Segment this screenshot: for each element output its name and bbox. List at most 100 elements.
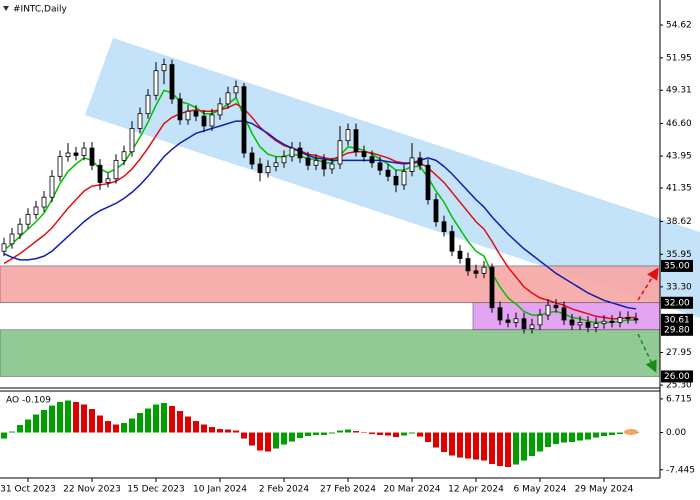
candle-body — [297, 147, 303, 159]
candle-body — [609, 320, 615, 323]
candle-body — [49, 175, 55, 198]
candle-body — [481, 266, 487, 274]
ao-bar — [289, 432, 295, 442]
x-tick-label: 10 Jan 2024 — [193, 485, 247, 495]
candle-body — [369, 156, 375, 164]
candle-body — [305, 157, 311, 166]
ao-bar — [409, 432, 415, 434]
level-box — [661, 323, 693, 336]
ao-bar — [313, 432, 319, 436]
y-tick-label: 6.715 — [666, 394, 692, 404]
ao-bar — [225, 429, 231, 433]
candle-body — [561, 307, 567, 321]
candle-body — [153, 70, 159, 96]
level-box — [661, 370, 693, 383]
candle-body — [17, 223, 23, 235]
ao-bar — [561, 432, 567, 443]
ao-bar — [385, 432, 391, 436]
candle-body — [441, 221, 447, 232]
ao-bar — [449, 432, 455, 456]
ao-bar — [537, 432, 543, 452]
candle-body — [289, 147, 295, 158]
candle-body — [545, 304, 551, 316]
x-tick-label: 29 May 2024 — [575, 485, 634, 495]
ao-bar — [361, 432, 367, 434]
candle-body — [241, 86, 247, 154]
candle-body — [377, 162, 383, 171]
ao-bar — [193, 421, 199, 433]
x-tick-label: 31 Oct 2023 — [0, 485, 56, 495]
candle-body — [9, 233, 15, 245]
candle-body — [1, 243, 7, 252]
candle-body — [593, 323, 599, 328]
ao-bar — [577, 432, 583, 441]
y-tick-label: 41.35 — [666, 183, 692, 193]
ao-bar — [297, 432, 303, 439]
ao-bar — [65, 400, 71, 433]
candle-body — [577, 322, 583, 326]
ao-bar — [209, 427, 215, 433]
x-tick-label: 20 Mar 2024 — [383, 485, 440, 495]
ao-bar — [441, 432, 447, 453]
candle-body — [457, 250, 463, 259]
ao-marker — [624, 429, 638, 435]
candle-body — [585, 322, 591, 328]
candle-body — [617, 317, 623, 323]
candle-body — [313, 159, 319, 166]
symbol-icon — [3, 6, 9, 11]
candle-body — [113, 159, 119, 180]
y-tick-label: 46.60 — [666, 119, 692, 129]
candle-body — [321, 159, 327, 170]
y-tick-label: 49.31 — [666, 86, 692, 96]
candle-body — [73, 152, 79, 156]
x-tick-label: 6 May 2024 — [514, 485, 567, 495]
ao-bar — [89, 409, 95, 433]
ao-bar — [41, 410, 47, 433]
x-tick-label: 12 Apr 2024 — [448, 485, 504, 495]
candle-body — [433, 199, 439, 223]
ao-bar — [249, 432, 255, 446]
level-label: 30.61 — [664, 315, 690, 325]
ao-bar — [473, 432, 479, 460]
candle-body — [601, 320, 607, 325]
candle-body — [521, 318, 527, 329]
candle-body — [257, 163, 263, 174]
ao-bar — [57, 402, 63, 433]
ao-bar — [497, 432, 503, 467]
candle-body — [25, 213, 31, 225]
level-box — [661, 259, 693, 272]
candle-body — [409, 157, 415, 172]
ao-bar — [49, 405, 55, 433]
candle-body — [233, 86, 239, 94]
level-box — [661, 313, 693, 326]
up-arrow — [637, 267, 659, 301]
x-tick-label: 27 Feb 2024 — [320, 485, 376, 495]
candle-body — [329, 163, 335, 170]
ao-bar — [281, 432, 287, 445]
candle-body — [105, 178, 111, 183]
ao-bar — [185, 416, 191, 433]
y-tick-label: 25.30 — [666, 381, 692, 391]
ao-bar — [481, 432, 487, 461]
y-tick-label: 51.95 — [666, 53, 692, 63]
moving-average — [3, 120, 637, 310]
candle-body — [417, 157, 423, 166]
ao-bar — [601, 432, 607, 437]
ao-bar — [609, 432, 615, 436]
moving-average — [3, 89, 636, 324]
ao-bar — [593, 432, 599, 438]
candle-body — [193, 110, 199, 117]
candle-body — [41, 196, 47, 208]
ao-bar — [377, 432, 383, 436]
y-tick-label: 27.95 — [666, 348, 692, 358]
candle-body — [169, 64, 175, 100]
zone — [0, 265, 661, 304]
candle-body — [161, 64, 167, 72]
candle-body — [273, 162, 279, 167]
ao-bar — [513, 432, 519, 465]
candle-body — [497, 307, 503, 321]
ao-bar — [9, 431, 15, 433]
ao-bar — [353, 431, 359, 433]
y-tick-label: 35.95 — [666, 250, 692, 260]
